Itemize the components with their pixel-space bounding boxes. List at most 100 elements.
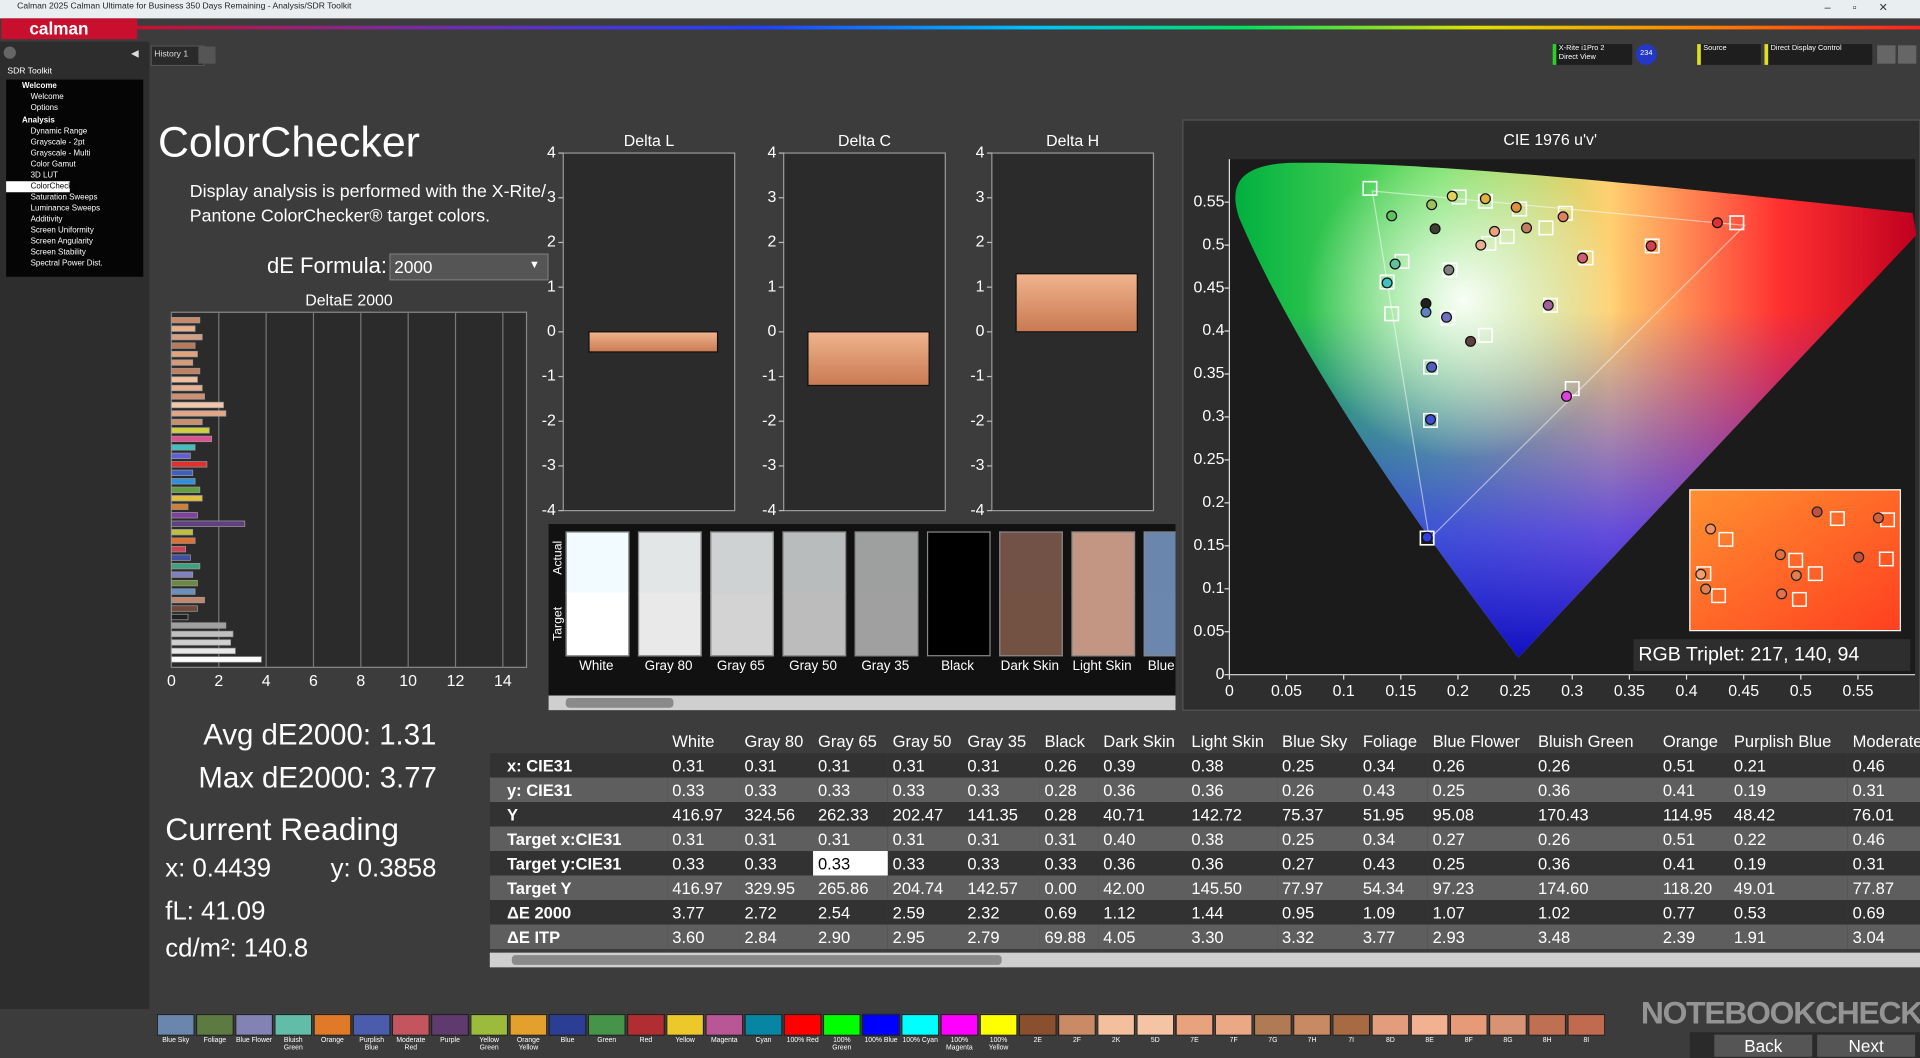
patch[interactable]: 100% Blue xyxy=(862,1011,900,1058)
nav-item[interactable]: Dynamic Range xyxy=(30,127,88,136)
patch[interactable]: Green xyxy=(587,1011,626,1058)
patch[interactable]: Foliage xyxy=(195,1011,234,1058)
swatch-scrollbar[interactable] xyxy=(548,695,1176,711)
reading-title: Current Reading xyxy=(165,810,399,848)
zoom-inset xyxy=(1689,489,1902,632)
source-select[interactable] xyxy=(1697,44,1761,65)
patch[interactable]: 8E xyxy=(1410,1011,1449,1058)
menu-button[interactable] xyxy=(1897,45,1917,64)
nav-item[interactable]: Screen Stability xyxy=(30,248,86,258)
patch[interactable]: Cyan xyxy=(744,1011,783,1058)
window-controls[interactable]: –▫✕ xyxy=(1824,1,1910,14)
y-tick-label: 0.45 xyxy=(1194,279,1225,296)
swatch-actual xyxy=(782,531,847,594)
patch[interactable]: 7H xyxy=(1293,1011,1332,1058)
row-label: Target y:CIE31 xyxy=(489,851,668,876)
collapse-arrow[interactable]: ◀ xyxy=(131,47,139,59)
nav-item[interactable]: Welcome xyxy=(30,93,64,102)
patch[interactable]: 100% Yellow xyxy=(979,1011,1018,1058)
bar xyxy=(171,630,234,638)
patch[interactable]: 8I xyxy=(1567,1011,1606,1058)
sidebar-button[interactable] xyxy=(3,46,16,59)
nav-item[interactable]: Additivity xyxy=(30,215,63,225)
badge[interactable]: 234 xyxy=(1635,44,1657,65)
cell: 76.01 xyxy=(1847,802,1920,827)
patch[interactable]: 100% Magenta xyxy=(940,1011,979,1058)
patch[interactable]: Orange xyxy=(313,1011,352,1058)
patch[interactable]: 8D xyxy=(1371,1011,1410,1058)
display-label: Direct Display Control xyxy=(1770,45,1842,53)
cell: 265.86 xyxy=(813,875,888,900)
measured-point xyxy=(1426,199,1438,211)
scroll-thumb[interactable] xyxy=(565,697,674,708)
meter-select[interactable] xyxy=(1552,44,1633,65)
patch[interactable]: 2F xyxy=(1057,1011,1096,1058)
cell: 416.97 xyxy=(667,802,740,827)
nav-item[interactable]: 3D LUT xyxy=(30,171,59,180)
patch[interactable]: 7G xyxy=(1253,1011,1292,1058)
patch-color xyxy=(548,1013,587,1036)
patch[interactable]: 7E xyxy=(1175,1011,1214,1058)
patch[interactable]: Moderate Red xyxy=(391,1011,430,1058)
patch[interactable]: Orange Yellow xyxy=(509,1011,548,1058)
patch[interactable]: Blue Sky xyxy=(156,1011,195,1058)
patch[interactable]: 2K xyxy=(1097,1011,1136,1058)
patch[interactable]: 7F xyxy=(1214,1011,1253,1058)
patch[interactable]: Yellow Green xyxy=(470,1011,509,1058)
y-tick-label: 4 xyxy=(767,144,776,161)
cell: 3.48 xyxy=(1533,924,1658,949)
bar xyxy=(171,367,201,375)
chart-title: Delta H xyxy=(1046,133,1099,150)
nav-item[interactable]: Options xyxy=(30,104,59,113)
swatch-target xyxy=(565,592,630,657)
patch[interactable]: Purplish Blue xyxy=(352,1011,391,1058)
patch[interactable]: Blue xyxy=(548,1011,587,1058)
patch[interactable]: 100% Red xyxy=(783,1011,822,1058)
patch[interactable]: 8F xyxy=(1449,1011,1488,1058)
nav-item[interactable]: Screen Uniformity xyxy=(30,226,94,236)
nav-item[interactable]: Screen Angularity xyxy=(30,237,94,247)
nav-item[interactable]: Grayscale - Multi xyxy=(30,149,91,158)
display-select[interactable] xyxy=(1764,44,1873,65)
patch[interactable]: Purple xyxy=(431,1011,469,1058)
patch[interactable]: 8H xyxy=(1528,1011,1567,1058)
y-tick-label: 0 xyxy=(547,323,556,340)
y-tick-label: 0.4 xyxy=(1202,322,1224,339)
patch-label: Moderate Red xyxy=(396,1037,426,1052)
swatch-label: Gray 65 xyxy=(716,658,765,674)
patch[interactable]: Bluish Green xyxy=(274,1011,313,1058)
logo-bar[interactable] xyxy=(1,18,138,40)
next-button[interactable]: Next xyxy=(1817,1034,1916,1057)
bar xyxy=(171,435,213,443)
patch[interactable]: 2E xyxy=(1018,1011,1057,1058)
add-tab[interactable] xyxy=(198,46,216,64)
patch[interactable]: Blue Flower xyxy=(235,1011,274,1058)
patch[interactable]: 5D xyxy=(1136,1011,1175,1058)
bar xyxy=(171,605,198,612)
cell: 69.88 xyxy=(1039,924,1099,949)
nav-item[interactable]: Color Gamut xyxy=(30,160,76,169)
patch[interactable]: Yellow xyxy=(666,1011,705,1058)
formula-dropdown[interactable] xyxy=(389,253,549,281)
nav-item[interactable]: ColorChecker xyxy=(6,181,79,193)
patch[interactable]: 8G xyxy=(1488,1011,1527,1058)
table-scroll-thumb[interactable] xyxy=(511,955,1002,965)
column-header: Dark Skin xyxy=(1103,731,1175,750)
patch[interactable]: 100% Cyan xyxy=(901,1011,940,1058)
nav-item[interactable]: Saturation Sweeps xyxy=(30,193,98,203)
bar xyxy=(171,656,262,663)
bar xyxy=(171,537,196,544)
patch[interactable]: Magenta xyxy=(705,1011,744,1058)
nav-item[interactable]: Grayscale - 2pt xyxy=(30,138,85,147)
nav-item[interactable]: Luminance Sweeps xyxy=(30,204,101,214)
cell: 3.77 xyxy=(1357,924,1428,949)
x-tick-label: 4 xyxy=(262,673,271,690)
chart-title: Delta L xyxy=(624,133,675,150)
nav-item[interactable]: Spectral Power Dist. xyxy=(30,259,103,269)
back-button[interactable]: Back xyxy=(1714,1034,1813,1057)
patch[interactable]: Red xyxy=(626,1011,665,1058)
settings-button[interactable] xyxy=(1877,45,1896,64)
patch[interactable]: 100% Green xyxy=(822,1011,861,1058)
patch[interactable]: 7I xyxy=(1332,1011,1371,1058)
swatch-row-label: Actual xyxy=(551,540,566,575)
